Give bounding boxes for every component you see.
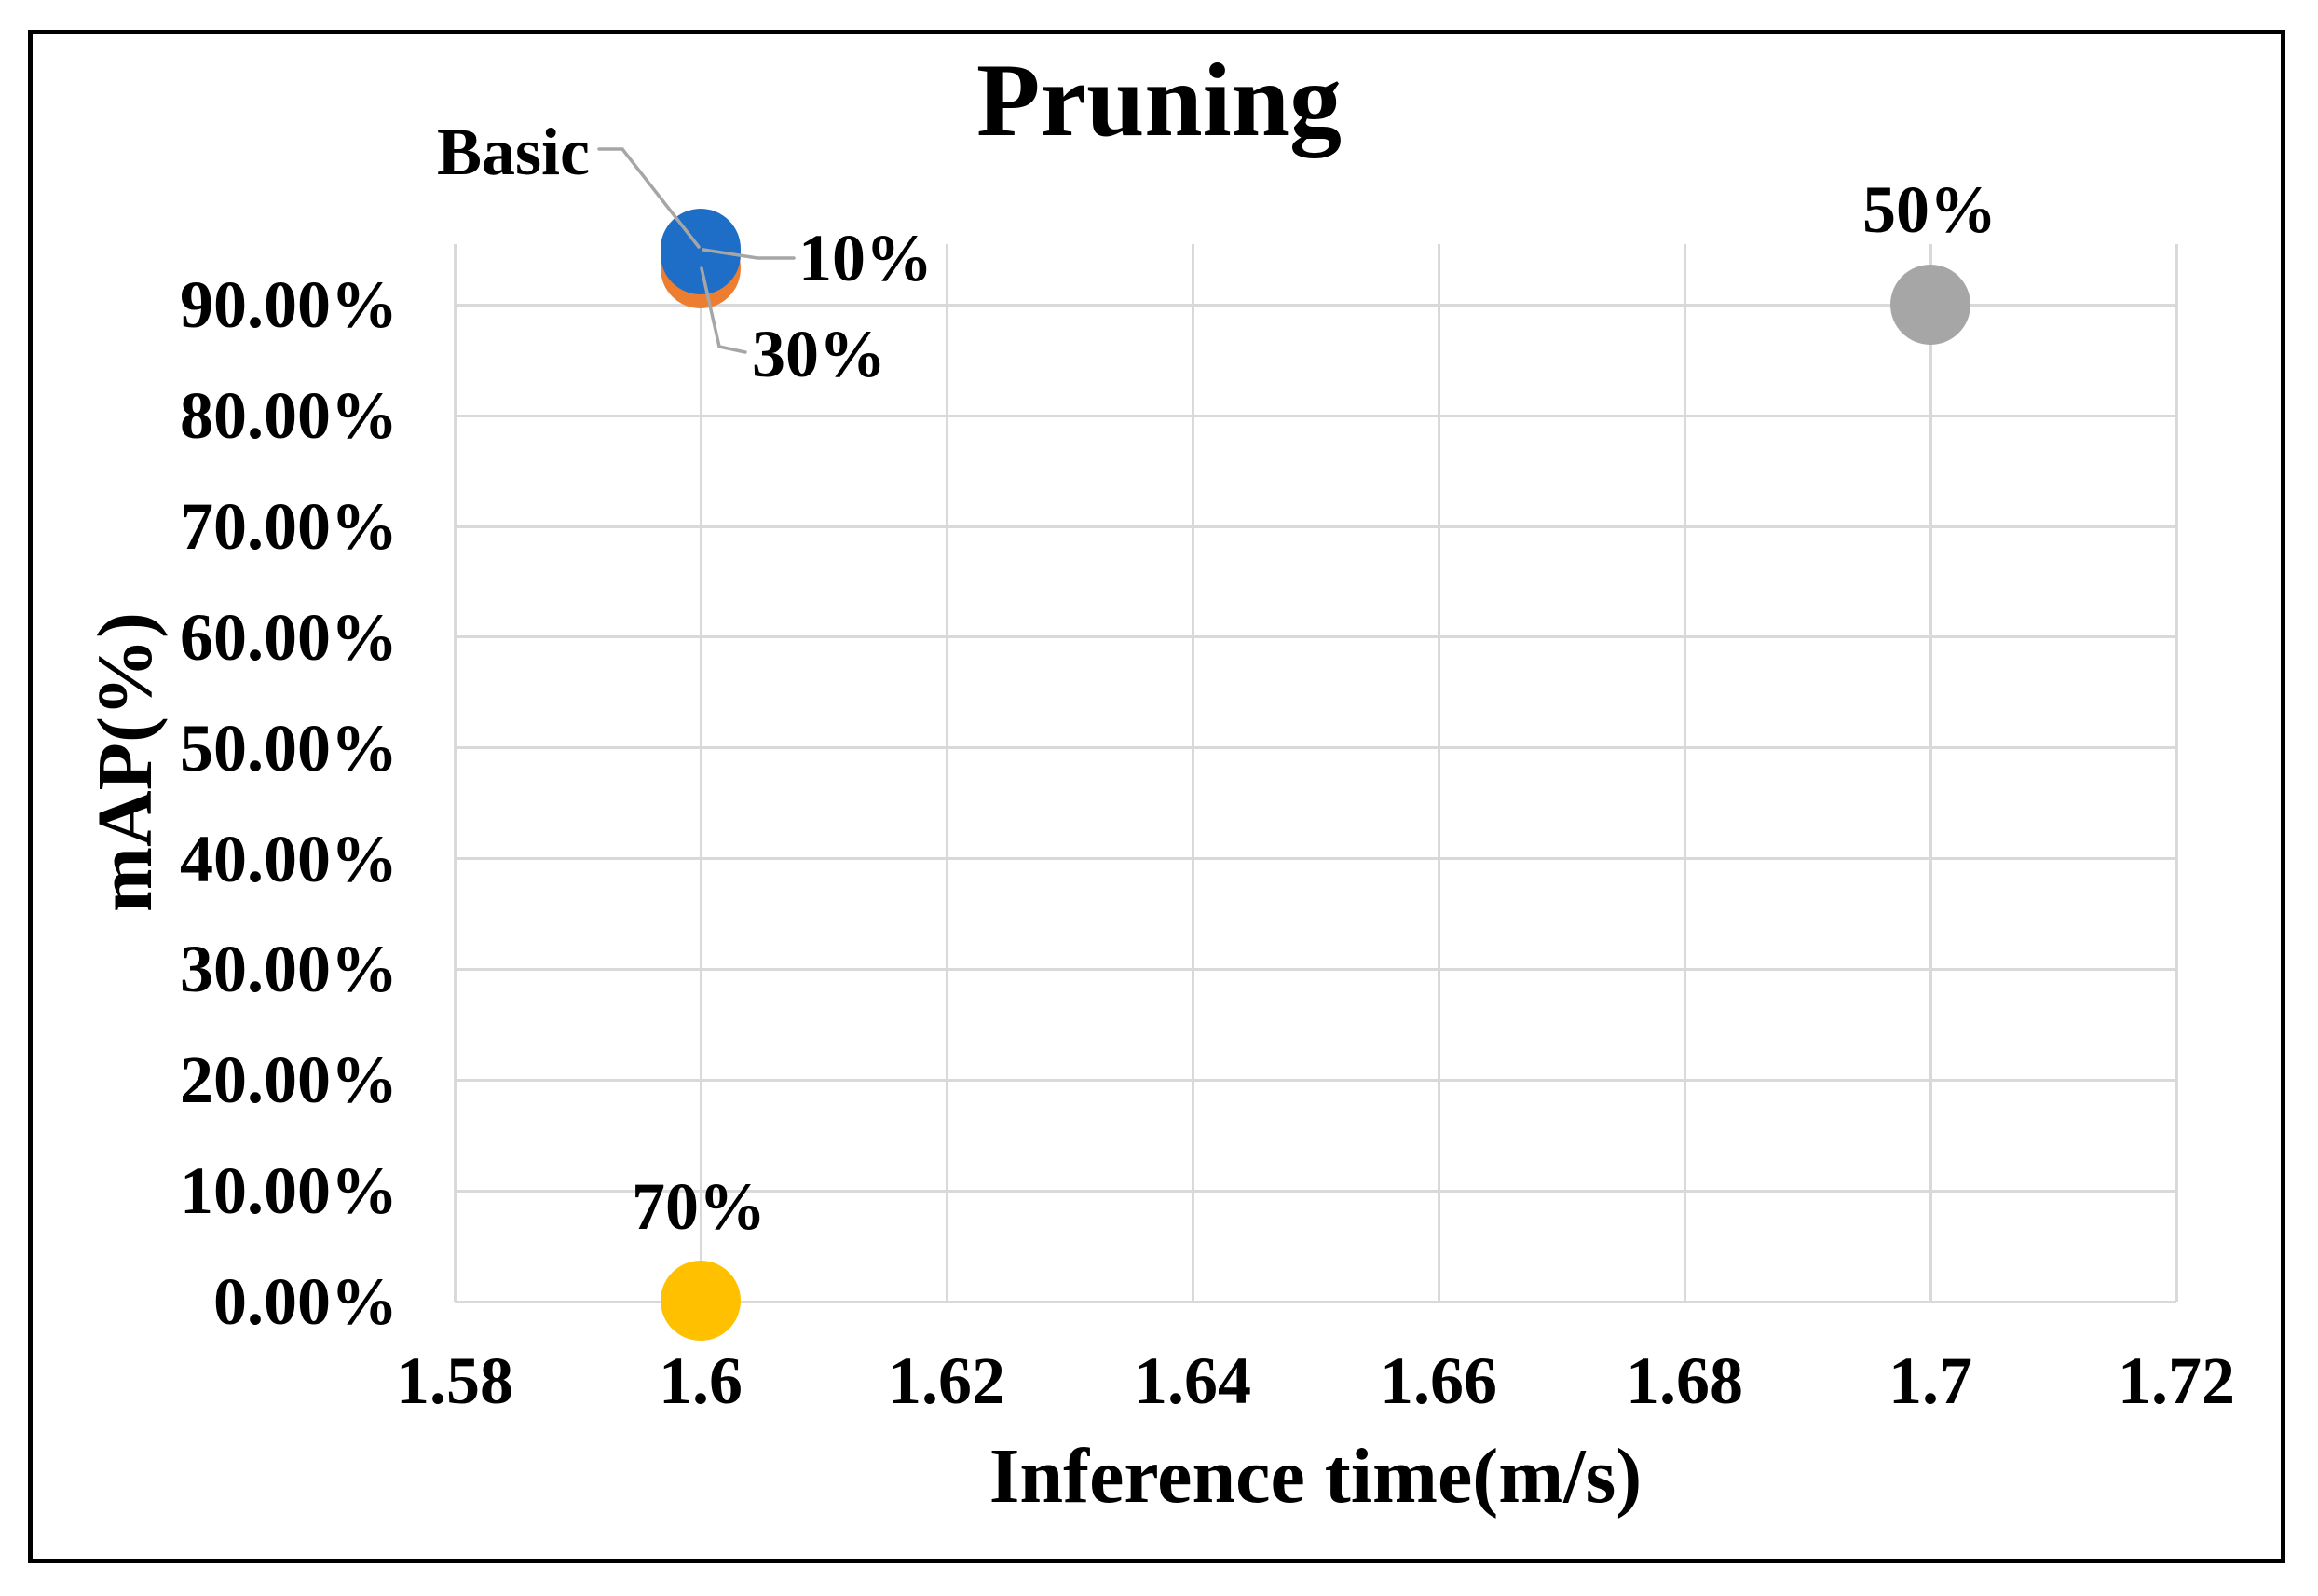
gridline-vertical [945, 244, 948, 1302]
x-tick-label: 1.68 [1626, 1344, 1743, 1418]
gridline-horizontal [455, 1300, 2176, 1303]
leader-line [702, 248, 796, 260]
data-label-50pct: 50% [1862, 172, 1997, 247]
y-tick-label: 60.00% [180, 599, 398, 675]
x-tick-label: 1.66 [1380, 1344, 1497, 1418]
chart-border-frame [28, 30, 2285, 1563]
x-axis-title: Inference time(m/s) [989, 1433, 1643, 1520]
y-tick-label: 0.00% [213, 1264, 398, 1339]
x-tick-label: 1.62 [888, 1344, 1005, 1418]
x-tick-label: 1.6 [659, 1344, 743, 1418]
gridline-horizontal [455, 525, 2176, 528]
data-point-50pct [1890, 265, 1970, 346]
y-tick-label: 90.00% [180, 267, 398, 343]
gridline-horizontal [455, 967, 2176, 971]
y-tick-label: 40.00% [180, 821, 398, 896]
gridline-vertical [1929, 244, 1932, 1302]
x-tick-label: 1.58 [396, 1344, 513, 1418]
chart-title: Pruning [975, 43, 1343, 158]
gridline-vertical [453, 244, 457, 1302]
data-label-basic: Basic [436, 115, 590, 189]
gridline-horizontal [455, 303, 2176, 307]
y-tick-label: 30.00% [180, 932, 398, 1007]
data-label-30pct: 30% [752, 317, 886, 391]
y-tick-label: 10.00% [180, 1153, 398, 1229]
gridline-vertical [2175, 244, 2178, 1302]
x-tick-label: 1.72 [2118, 1344, 2235, 1418]
y-tick-label: 20.00% [180, 1043, 398, 1118]
x-tick-label: 1.7 [1888, 1344, 1972, 1418]
y-tick-label: 70.00% [180, 489, 398, 565]
x-tick-label: 1.64 [1134, 1344, 1251, 1418]
gridline-horizontal [455, 635, 2176, 639]
y-tick-label: 50.00% [180, 710, 398, 785]
gridline-horizontal [455, 1189, 2176, 1193]
gridline-vertical [1683, 244, 1686, 1302]
gridline-vertical [1191, 244, 1194, 1302]
data-label-70pct: 70% [632, 1169, 766, 1244]
gridline-vertical [699, 244, 702, 1302]
gridline-horizontal [455, 857, 2176, 861]
data-point-70pct [661, 1260, 741, 1341]
leader-line [597, 147, 701, 249]
gridline-horizontal [455, 746, 2176, 750]
gridline-vertical [1437, 244, 1440, 1302]
leader-line [700, 266, 747, 354]
gridline-horizontal [455, 414, 2176, 417]
gridline-horizontal [455, 1078, 2176, 1082]
data-label-10pct: 10% [798, 221, 933, 295]
data-point-basic [661, 208, 741, 289]
y-tick-label: 80.00% [180, 378, 398, 454]
